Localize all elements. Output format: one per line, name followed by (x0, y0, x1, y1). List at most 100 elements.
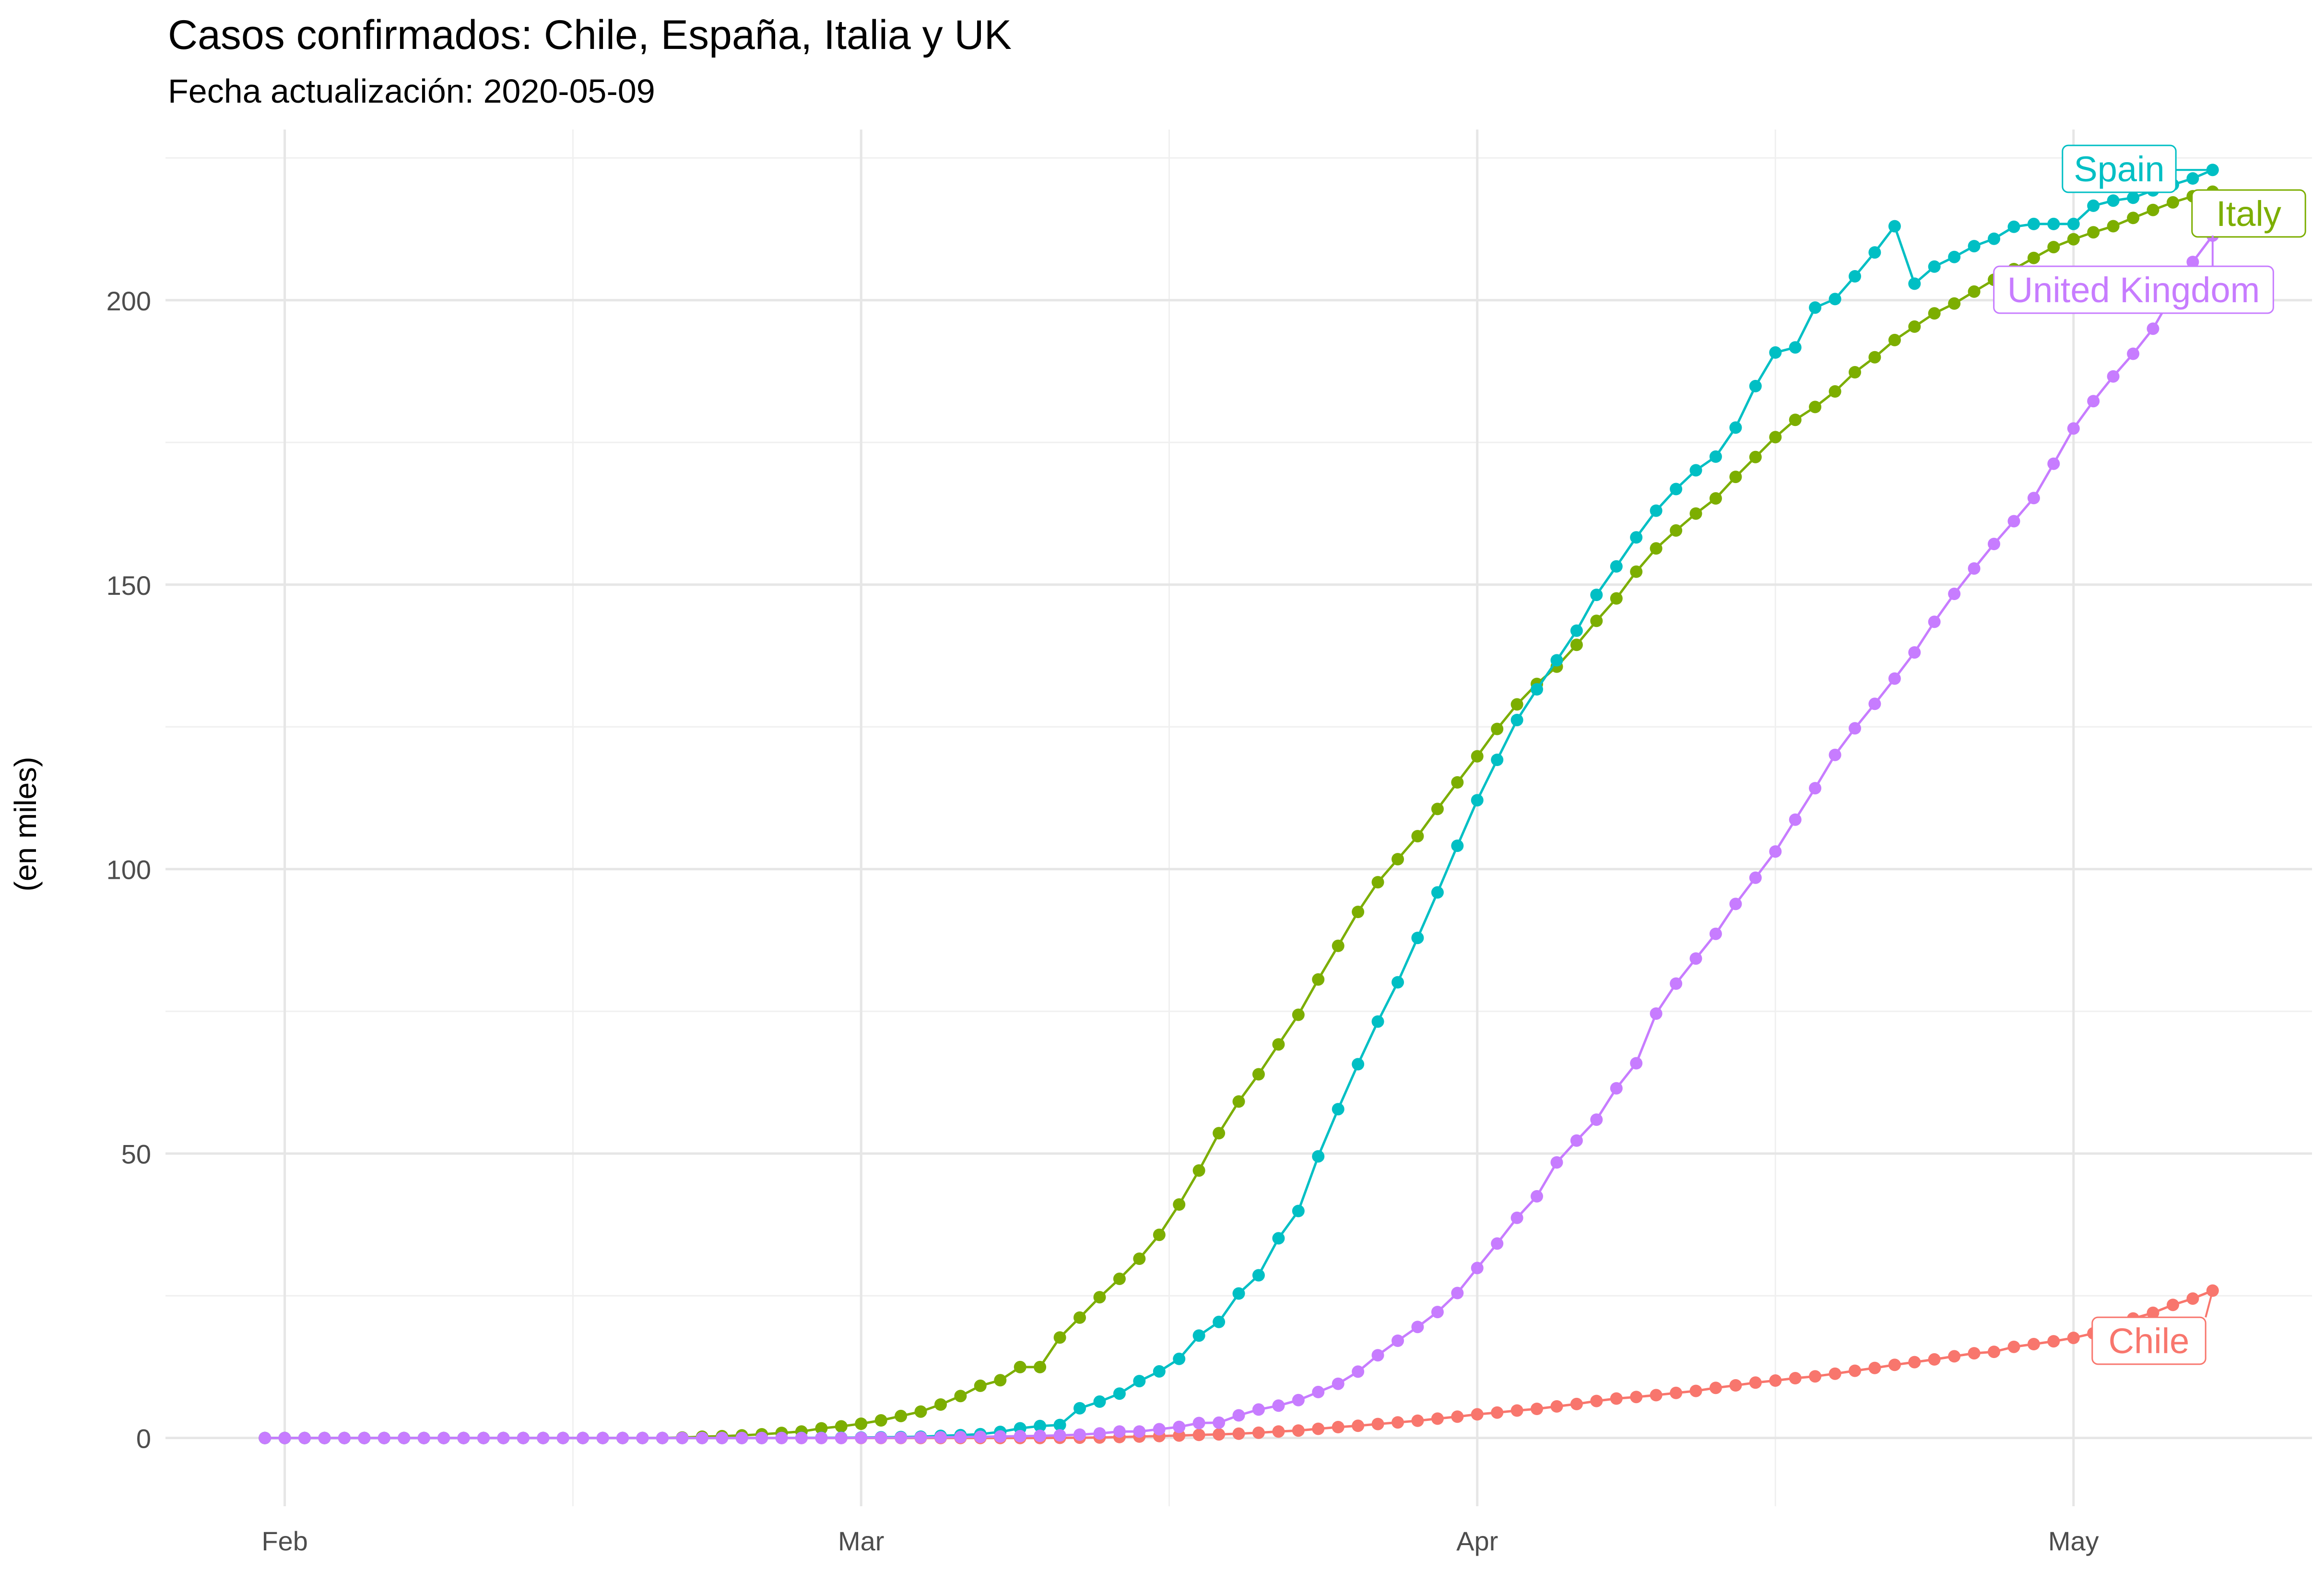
data-point-spain (1630, 531, 1643, 544)
data-point-italy (1888, 333, 1901, 346)
data-point-spain (1074, 1402, 1086, 1415)
label-connector-chile (2205, 1290, 2214, 1318)
data-point-chile (2047, 1335, 2060, 1348)
data-point-chile (1531, 1403, 1543, 1415)
data-point-united-kingdom (2007, 515, 2020, 528)
data-point-united-kingdom (1868, 697, 1881, 710)
data-point-united-kingdom (278, 1431, 291, 1444)
data-point-chile (1232, 1427, 1245, 1440)
data-point-united-kingdom (477, 1431, 490, 1444)
data-point-united-kingdom (2027, 492, 2040, 505)
x-tick-label: May (2048, 1526, 2099, 1556)
data-point-united-kingdom (1352, 1365, 1365, 1378)
data-point-chile (1968, 1347, 1981, 1360)
data-point-spain (1908, 277, 1921, 290)
data-point-spain (1550, 654, 1563, 667)
data-point-spain (1173, 1352, 1186, 1365)
data-point-chile (1829, 1367, 1841, 1380)
data-point-italy (895, 1409, 908, 1422)
series-label-spain: Spain (2074, 149, 2164, 189)
data-point-united-kingdom (1789, 813, 1802, 826)
data-point-united-kingdom (1709, 927, 1722, 940)
data-point-italy (855, 1417, 868, 1430)
data-point-italy (1471, 750, 1484, 763)
data-point-united-kingdom (1809, 782, 1822, 795)
data-point-united-kingdom (1928, 615, 1941, 628)
data-point-spain (1213, 1315, 1226, 1328)
data-point-united-kingdom (1292, 1394, 1305, 1406)
data-point-spain (1332, 1103, 1345, 1116)
data-point-chile (1332, 1421, 1345, 1433)
data-point-spain (2107, 194, 2120, 207)
data-point-chile (1272, 1425, 1285, 1438)
data-point-spain (1789, 341, 1802, 354)
data-point-united-kingdom (1849, 722, 1861, 735)
data-point-united-kingdom (2067, 422, 2080, 435)
data-point-chile (1988, 1346, 2000, 1358)
data-point-united-kingdom (1689, 952, 1702, 965)
data-point-united-kingdom (1153, 1423, 1166, 1436)
data-point-italy (1272, 1038, 1285, 1051)
data-point-italy (1173, 1198, 1186, 1211)
data-point-united-kingdom (1630, 1057, 1643, 1070)
data-point-italy (1749, 450, 1762, 463)
data-point-italy (1789, 413, 1802, 426)
data-point-united-kingdom (1610, 1082, 1623, 1095)
data-point-spain (1252, 1269, 1265, 1282)
data-point-spain (1312, 1150, 1325, 1163)
data-point-united-kingdom (874, 1431, 887, 1444)
data-point-united-kingdom (1670, 977, 1683, 990)
data-point-united-kingdom (577, 1431, 590, 1444)
data-point-united-kingdom (1510, 1211, 1523, 1224)
data-point-italy (1431, 803, 1444, 815)
data-point-chile (2167, 1299, 2179, 1311)
data-point-italy (2047, 241, 2060, 254)
data-point-spain (1153, 1365, 1166, 1378)
series-label-united-kingdom: United Kingdom (2007, 270, 2260, 310)
data-point-spain (1292, 1205, 1305, 1217)
data-point-united-kingdom (1968, 562, 1981, 575)
data-point-united-kingdom (1590, 1113, 1603, 1126)
data-point-chile (1411, 1414, 1424, 1427)
data-point-chile (1789, 1372, 1802, 1384)
data-point-united-kingdom (1550, 1156, 1563, 1169)
data-point-chile (1371, 1417, 1384, 1430)
data-point-spain (1888, 220, 1901, 233)
y-tick-label: 150 (106, 570, 151, 601)
data-point-spain (2007, 220, 2020, 233)
data-point-united-kingdom (1471, 1262, 1484, 1275)
data-point-italy (1153, 1228, 1166, 1241)
label-box-united-kingdom (1993, 265, 2274, 314)
data-point-chile (1590, 1394, 1603, 1407)
data-point-united-kingdom (378, 1431, 390, 1444)
data-point-chile (1849, 1364, 1861, 1377)
data-point-chile (1570, 1397, 1583, 1410)
label-box-italy (2191, 189, 2306, 238)
data-point-united-kingdom (457, 1431, 470, 1444)
data-point-united-kingdom (2047, 457, 2060, 470)
data-point-spain (1232, 1287, 1245, 1300)
x-tick-label: Mar (838, 1526, 884, 1556)
data-point-italy (1392, 853, 1404, 866)
x-tick-label: Apr (1456, 1526, 1498, 1556)
data-point-chile (1510, 1404, 1523, 1417)
data-point-chile (2186, 1292, 2199, 1305)
data-point-italy (954, 1390, 967, 1403)
data-point-italy (1252, 1068, 1265, 1081)
data-point-italy (1590, 614, 1603, 627)
data-point-italy (1113, 1272, 1126, 1285)
data-point-united-kingdom (2087, 395, 2100, 408)
data-point-spain (1491, 754, 1504, 766)
data-point-united-kingdom (1908, 646, 1921, 659)
series-label-chile: Chile (2109, 1321, 2190, 1361)
data-point-italy (2147, 203, 2159, 216)
series-layer (259, 164, 2219, 1444)
data-point-united-kingdom (775, 1431, 788, 1444)
data-point-united-kingdom (398, 1431, 411, 1444)
data-point-united-kingdom (934, 1431, 947, 1444)
data-point-united-kingdom (616, 1431, 629, 1444)
data-point-spain (1868, 246, 1881, 259)
data-point-united-kingdom (1113, 1425, 1126, 1438)
data-point-united-kingdom (2147, 322, 2159, 335)
series-line-spain (265, 168, 2213, 1440)
